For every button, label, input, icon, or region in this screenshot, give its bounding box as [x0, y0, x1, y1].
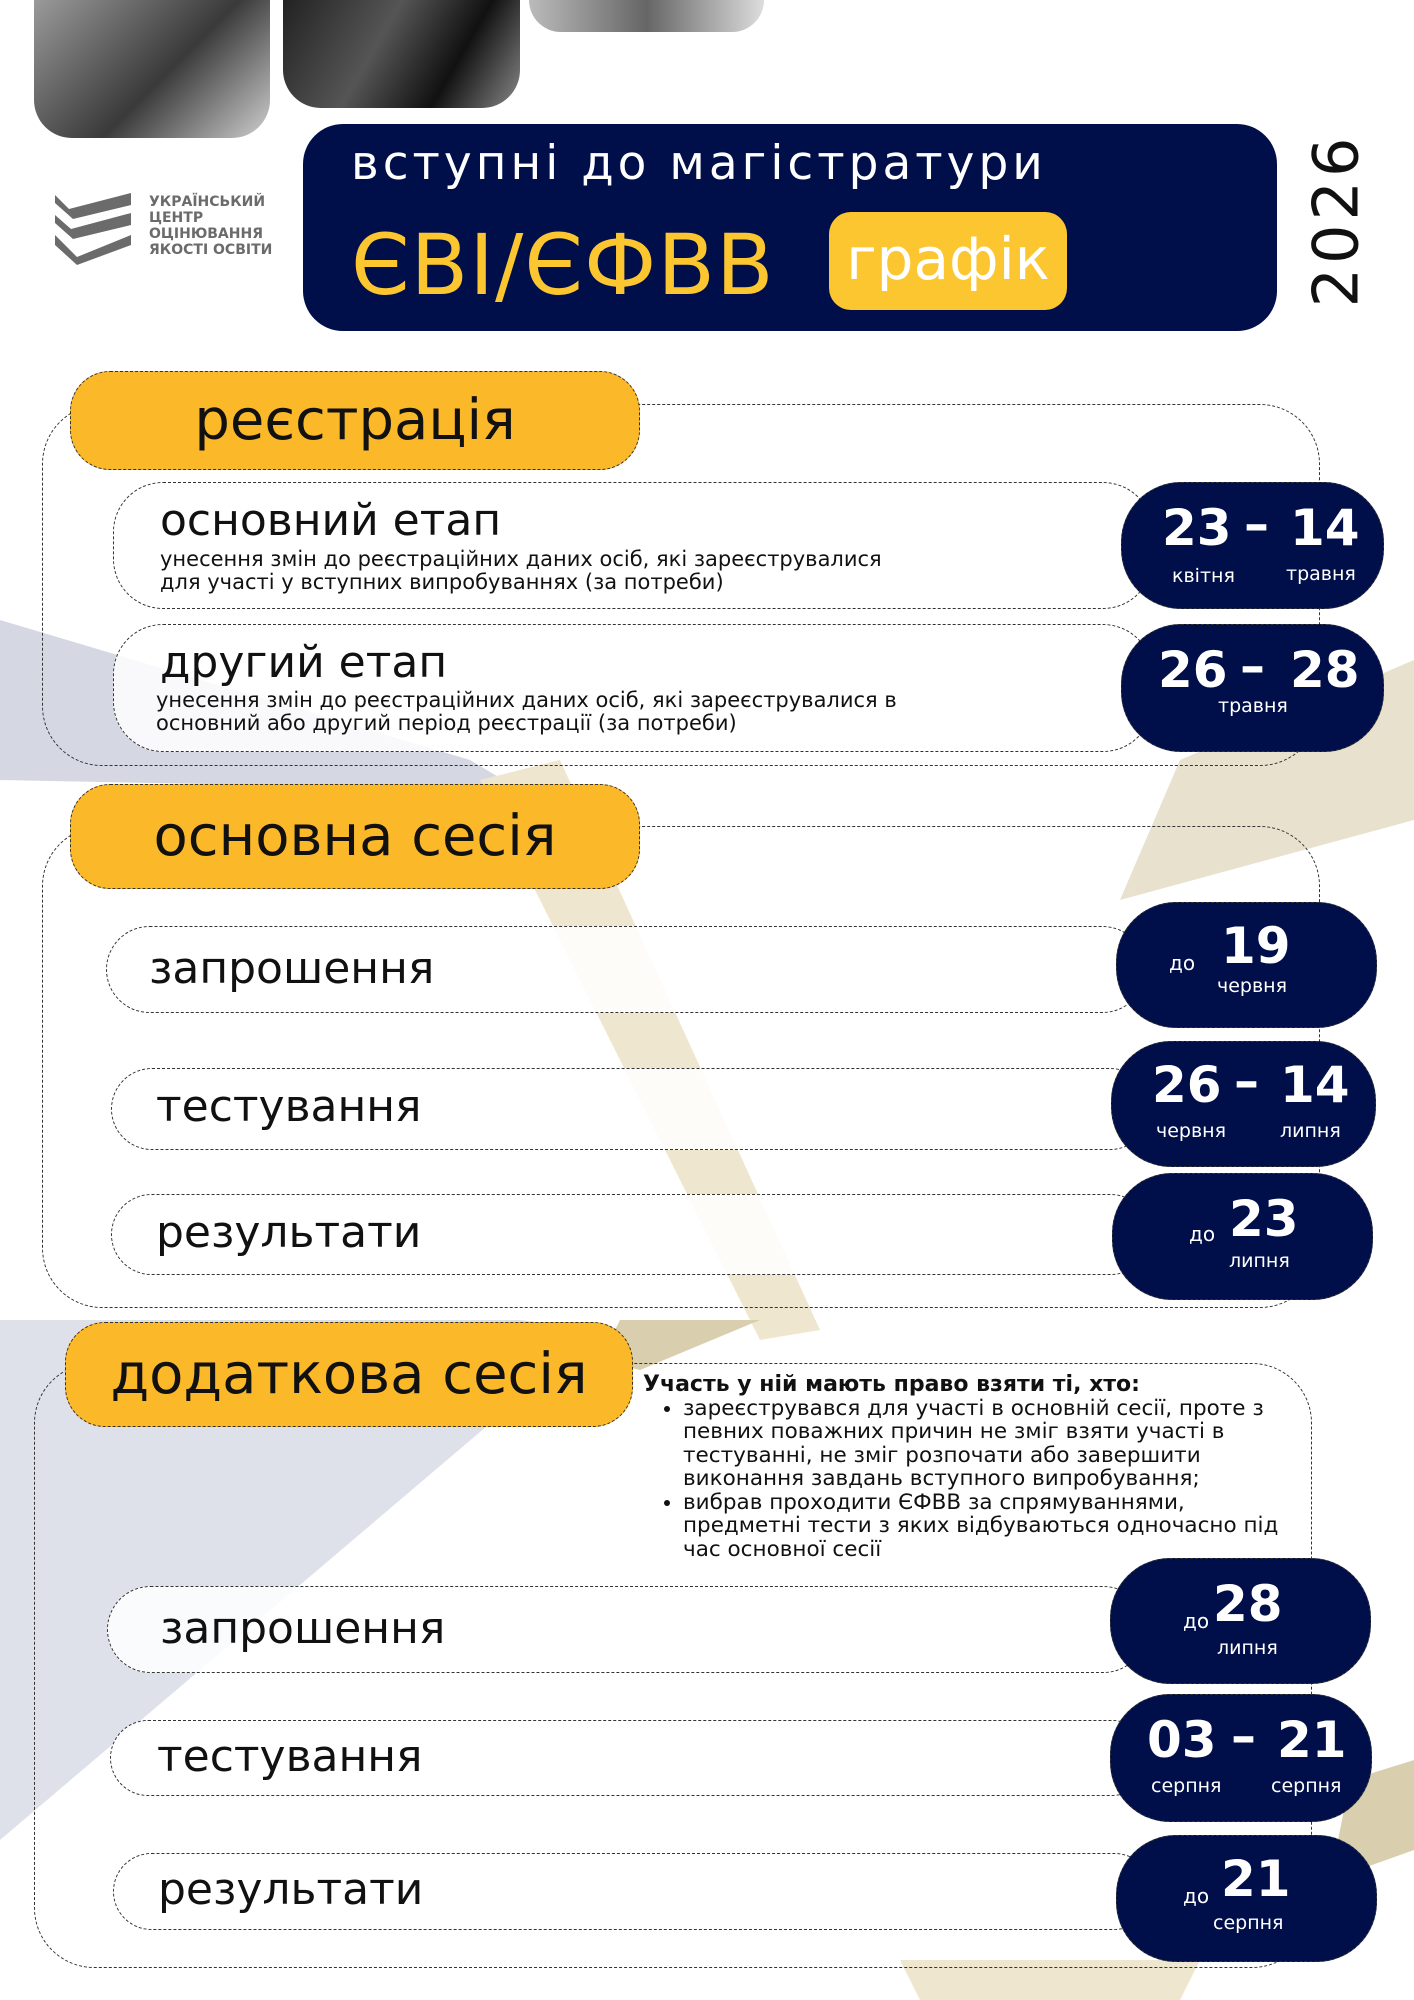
date-pill: 03 – 21 серпня серпня — [1110, 1694, 1372, 1822]
date-pill: 26 – 28 травня — [1121, 624, 1384, 752]
extra-session-heading: додаткова сесія — [65, 1322, 633, 1427]
extra-invitation-row: запрошення — [107, 1586, 1147, 1673]
main-testing-row: тестування — [111, 1068, 1151, 1150]
extra-testing-row: тестування — [110, 1720, 1150, 1796]
banner-subtitle: вступні до магістратури — [351, 136, 1047, 191]
title-banner: вступні до магістратури ЄВІ/ЄФВВ графік — [303, 124, 1277, 331]
date-pill: 23 – 14 квітня травня — [1121, 482, 1384, 609]
registration-second-stage-row: другий етап унесення змін до реєстраційн… — [113, 624, 1153, 752]
year: 2026 — [1299, 133, 1373, 307]
date-pill: до 19 червня — [1116, 902, 1377, 1028]
main-results-row: результати — [111, 1194, 1151, 1275]
date-pill: до 23 липня — [1112, 1173, 1373, 1300]
photo-hands — [529, 0, 764, 32]
ucoyo-logo: УКРАЇНСЬКИЙ ЦЕНТР ОЦІНЮВАННЯ ЯКОСТІ ОСВІ… — [51, 185, 281, 267]
eligibility-info: Участь у ній мають право взяти ті, хто: … — [643, 1373, 1283, 1561]
eligibility-item: зареєструвався для участі в основній сес… — [683, 1396, 1283, 1491]
banner-title: ЄВІ/ЄФВВ — [351, 216, 775, 314]
main-session-heading: основна сесія — [70, 784, 640, 889]
extra-results-row: результати — [113, 1853, 1153, 1930]
date-pill: до 28 липня — [1110, 1558, 1371, 1684]
main-invitation-row: запрошення — [106, 926, 1146, 1013]
book-logo-icon — [55, 193, 131, 265]
schedule-badge: графік — [829, 212, 1067, 310]
eligibility-item: вибрав проходити ЄФВВ за спрямуваннями, … — [683, 1490, 1283, 1562]
photo-people — [283, 0, 520, 108]
date-pill: 26 – 14 червня липня — [1111, 1041, 1376, 1167]
photo-student-writing — [34, 0, 270, 138]
registration-main-stage-row: основний етап унесення змін до реєстраці… — [113, 482, 1153, 609]
registration-heading: реєстрація — [70, 371, 640, 470]
date-pill: до 21 серпня — [1116, 1835, 1377, 1962]
